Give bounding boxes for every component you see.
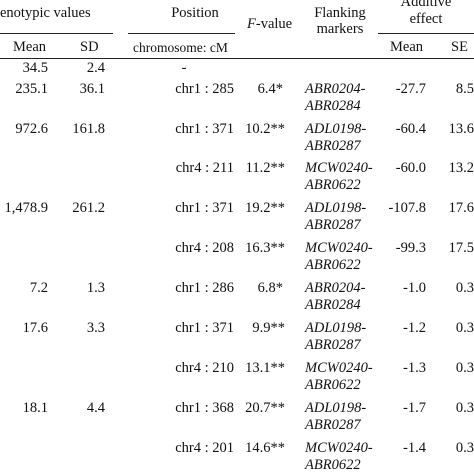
cell-position: chr1 : 285 (175, 81, 234, 97)
cell-additive-se: 17.5 (448, 240, 474, 256)
cell-position: - (181, 60, 187, 76)
cell-sd: 161.8 (72, 121, 105, 137)
cell-mean: 1,478.9 (4, 200, 49, 216)
header-f-value-italic: F (247, 16, 256, 32)
cell-mean: 972.6 (15, 121, 48, 137)
cell-sd: 36.1 (79, 81, 105, 97)
cell-marker-left: MCW0240- (305, 240, 373, 256)
cell-marker-left: ADL0198- (305, 121, 367, 137)
cell-additive-mean: -1.7 (403, 400, 426, 416)
rule-additive-group (378, 33, 474, 34)
cell-f-value: 10.2** (245, 121, 285, 137)
cell-f-value: 20.7** (245, 400, 285, 416)
cell-additive-mean: -60.0 (395, 160, 426, 176)
cell-f-value: 11.2** (245, 160, 285, 176)
header-additive-line1: Additive (400, 0, 452, 10)
cell-position: chr4 : 210 (175, 360, 234, 376)
cell-additive-se: 13.6 (448, 121, 474, 137)
cell-sd: 2.4 (86, 60, 105, 76)
header-additive-line2: effect (409, 11, 443, 27)
header-sd: SD (80, 39, 99, 55)
cell-position: chr1 : 286 (175, 280, 234, 296)
cell-marker-right: ABR0622 (305, 177, 361, 193)
cell-additive-mean: -27.7 (395, 81, 426, 97)
cell-position: chr1 : 368 (175, 400, 234, 416)
cell-marker-right: ABR0287 (305, 217, 361, 233)
cell-additive-se: 0.3 (455, 320, 474, 336)
cell-marker-left: MCW0240- (305, 160, 373, 176)
cell-additive-se: 0.3 (455, 360, 474, 376)
cell-additive-se: 0.3 (455, 440, 474, 456)
header-phenotypic-values: enotypic values (0, 5, 91, 21)
cell-position: chr4 : 208 (175, 240, 234, 256)
cell-marker-left: ADL0198- (305, 200, 367, 216)
cell-marker-right: ABR0287 (305, 138, 361, 154)
cell-position: chr1 : 371 (175, 320, 234, 336)
cell-marker-right: ABR0622 (305, 377, 361, 393)
cell-additive-mean: -1.3 (403, 360, 426, 376)
cell-additive-mean: -99.3 (395, 240, 426, 256)
header-f-value-rest: -value (255, 16, 293, 32)
header-position: Position (171, 5, 219, 21)
cell-f-value: 16.3** (245, 240, 285, 256)
cell-additive-se: 0.3 (455, 400, 474, 416)
cell-sd: 261.2 (72, 200, 105, 216)
header-flanking-line2: markers (316, 21, 364, 37)
cell-marker-left: ABR0204- (305, 280, 366, 296)
cell-marker-left: ADL0198- (305, 400, 367, 416)
header-additive-mean: Mean (390, 39, 424, 55)
cell-mean: 17.6 (22, 320, 48, 336)
cell-sd: 4.4 (86, 400, 105, 416)
cell-marker-left: ABR0204- (305, 81, 366, 97)
header-mean: Mean (13, 39, 47, 55)
cell-position: chr4 : 211 (175, 160, 234, 176)
cell-f-value: 6.4* (257, 81, 283, 97)
cell-marker-right: ABR0284 (305, 98, 361, 114)
header-flanking-line1: Flanking (314, 5, 366, 21)
header-additive-se: SE (451, 39, 468, 55)
cell-sd: 3.3 (86, 320, 105, 336)
cell-marker-left: MCW0240- (305, 440, 373, 456)
cell-position: chr1 : 371 (175, 121, 234, 137)
cell-additive-mean: -1.4 (403, 440, 426, 456)
cell-marker-right: ABR0287 (305, 337, 361, 353)
cell-additive-mean: -107.8 (388, 200, 426, 216)
cell-marker-left: MCW0240- (305, 360, 373, 376)
cell-mean: 18.1 (22, 400, 48, 416)
cell-marker-right: ABR0284 (305, 297, 361, 313)
cell-sd: 1.3 (86, 280, 105, 296)
cell-f-value: 14.6** (245, 440, 285, 456)
cell-additive-mean: -1.2 (403, 320, 426, 336)
cell-mean: 7.2 (29, 280, 48, 296)
cell-additive-se: 0.3 (455, 280, 474, 296)
cell-additive-mean: -1.0 (403, 280, 426, 296)
cell-marker-right: ABR0287 (305, 417, 361, 433)
cell-f-value: 13.1** (245, 360, 285, 376)
cell-f-value: 9.9** (252, 320, 285, 336)
cell-f-value: 6.8* (257, 280, 283, 296)
header-position-sub: chromosome: cM (133, 40, 228, 55)
cell-additive-se: 8.5 (455, 81, 474, 97)
cell-mean: 235.1 (15, 81, 48, 97)
cell-position: chr4 : 201 (175, 440, 234, 456)
header-f-value: F-value (247, 16, 292, 32)
rule-header-bottom (0, 58, 474, 59)
cell-marker-right: ABR0622 (305, 457, 361, 473)
rule-phenotypic-group (0, 33, 113, 34)
cell-additive-se: 17.6 (448, 200, 474, 216)
cell-additive-se: 13.2 (448, 160, 474, 176)
cell-position: chr1 : 371 (175, 200, 234, 216)
cell-f-value: 19.2** (245, 200, 285, 216)
cell-marker-left: ADL0198- (305, 320, 367, 336)
cell-mean: 34.5 (22, 60, 48, 76)
rule-position-group (128, 33, 235, 34)
cell-additive-mean: -60.4 (395, 121, 426, 137)
cell-marker-right: ABR0622 (305, 257, 361, 273)
